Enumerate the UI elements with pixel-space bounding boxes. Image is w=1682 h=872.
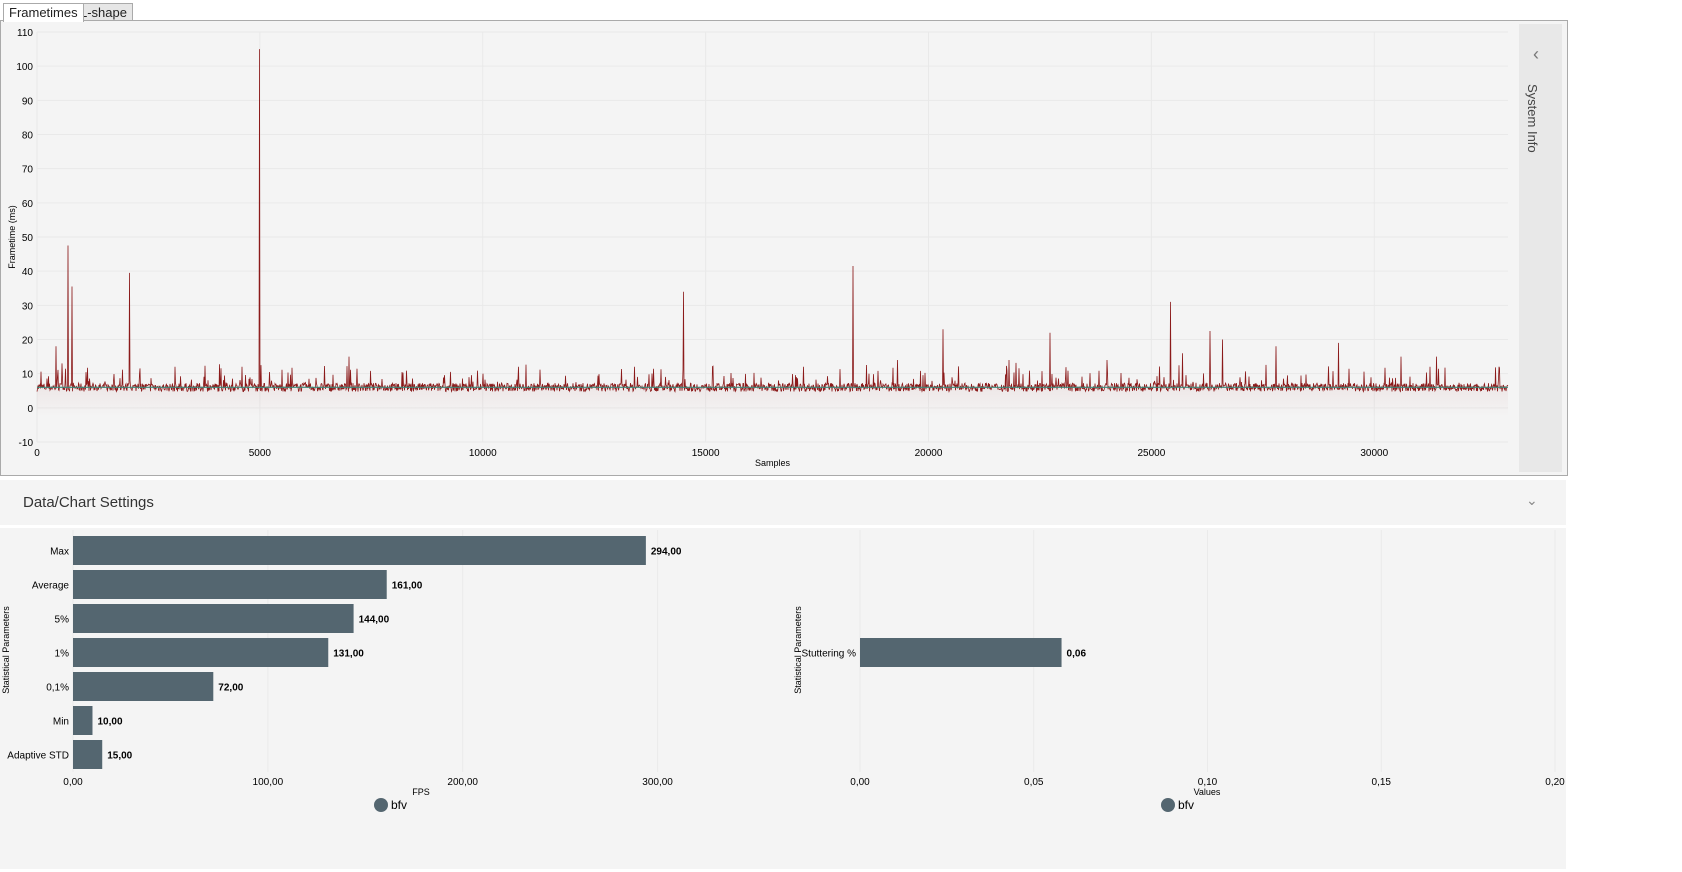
x-tick-label: 0,05 xyxy=(1024,777,1044,788)
bar xyxy=(73,604,354,633)
data-label: 294,00 xyxy=(651,547,682,558)
x-tick-label: 200,00 xyxy=(447,777,478,788)
data-label: 0,06 xyxy=(1067,649,1087,660)
legend-marker xyxy=(1161,798,1175,812)
x-tick-label: 0,20 xyxy=(1545,777,1565,788)
y-tick-label: 20 xyxy=(22,336,34,347)
statistics-panel: 0,00 100,00 200,00 300,00 Max 294,00 Average 16… xyxy=(0,528,1566,869)
legend-label: bfv xyxy=(1178,798,1194,812)
tab-frametimes[interactable]: Frametimes xyxy=(3,3,84,22)
data-label: 144,00 xyxy=(359,615,390,626)
y-axis-label: Statistical Parameters xyxy=(793,606,803,694)
category-label: Max xyxy=(50,547,69,558)
chevron-down-icon[interactable]: ⌄ xyxy=(1526,492,1538,508)
x-tick-label: 300,00 xyxy=(642,777,673,788)
data-label: 72,00 xyxy=(218,683,243,694)
bar xyxy=(73,672,214,701)
category-label: Stuttering % xyxy=(802,649,857,660)
x-tick-label: 20000 xyxy=(915,448,943,459)
y-tick-label: 60 xyxy=(22,199,34,210)
stutter-bar-chart: 0,00 0,05 0,10 0,15 0,20 Stuttering % 0,06 Stat… xyxy=(793,530,1565,812)
category-label: 1% xyxy=(55,649,70,660)
x-tick-label: 0,10 xyxy=(1198,777,1218,788)
bar xyxy=(73,638,329,667)
category-label: 0,1% xyxy=(46,683,69,694)
y-tick-label: 90 xyxy=(22,96,34,107)
y-tick-label: 30 xyxy=(22,301,34,312)
category-label: Average xyxy=(32,581,70,592)
fps-bar-chart: 0,00 100,00 200,00 300,00 Max 294,00 Average 16… xyxy=(1,530,682,812)
category-label: Adaptive STD xyxy=(7,751,69,762)
bar xyxy=(73,536,646,565)
x-tick-label: 0,00 xyxy=(850,777,870,788)
bar xyxy=(73,570,387,599)
x-axis-label: Values xyxy=(1194,787,1221,797)
y-axis-label: Frametime (ms) xyxy=(7,205,17,269)
x-tick-label: 25000 xyxy=(1137,448,1165,459)
settings-title: Data/Chart Settings xyxy=(23,494,154,511)
y-tick-label: 50 xyxy=(22,233,34,244)
y-tick-label: 70 xyxy=(22,165,34,176)
category-label: Min xyxy=(53,717,69,728)
data-label: 10,00 xyxy=(97,717,122,728)
legend-label: bfv xyxy=(391,798,407,812)
y-tick-label: 0 xyxy=(27,404,33,415)
bar xyxy=(73,706,93,735)
system-info-label: System Info xyxy=(1525,84,1540,153)
bar xyxy=(860,638,1062,667)
chevron-left-icon[interactable]: ‹ xyxy=(1533,44,1539,64)
x-tick-label: 100,00 xyxy=(253,777,284,788)
x-tick-label: 30000 xyxy=(1360,448,1388,459)
tab-l-shape[interactable]: L-shape xyxy=(74,3,133,21)
x-tick-label: 0,15 xyxy=(1372,777,1392,788)
frametime-line xyxy=(36,49,1509,393)
bar xyxy=(73,740,103,769)
y-tick-label: 110 xyxy=(17,28,33,39)
legend-marker xyxy=(374,798,388,812)
y-axis-label: Statistical Parameters xyxy=(1,606,11,694)
x-axis-label: Samples xyxy=(755,458,791,468)
y-tick-label: -10 xyxy=(19,438,34,449)
data-chart-settings-header[interactable]: Data/Chart Settings ⌄ xyxy=(0,480,1566,525)
x-axis-label: FPS xyxy=(412,787,430,797)
category-label: 5% xyxy=(55,615,70,626)
x-tick-label: 10000 xyxy=(469,448,497,459)
y-tick-label: 80 xyxy=(22,131,34,142)
x-tick-label: 5000 xyxy=(249,448,272,459)
frametime-area xyxy=(37,49,1508,417)
data-label: 131,00 xyxy=(333,649,364,660)
system-info-panel[interactable]: ‹ System Info xyxy=(1519,24,1562,472)
data-label: 15,00 xyxy=(107,751,132,762)
data-label: 161,00 xyxy=(392,581,423,592)
x-tick-label: 15000 xyxy=(692,448,720,459)
y-tick-label: 40 xyxy=(22,267,34,278)
x-tick-label: 0,00 xyxy=(63,777,83,788)
frametime-chart-panel: -10 0 10 20 30 40 50 60 70 80 90 100 110 0 5000 10000 15… xyxy=(0,20,1568,476)
y-tick-label: 100 xyxy=(16,62,33,73)
y-tick-label: 10 xyxy=(22,370,34,381)
x-tick-label: 0 xyxy=(34,448,40,459)
